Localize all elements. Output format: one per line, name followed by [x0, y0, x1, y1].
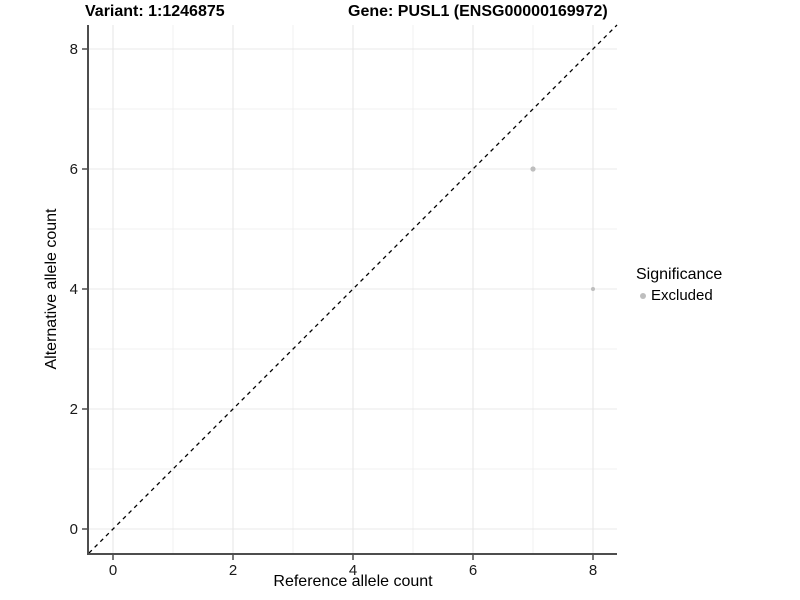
x-axis-title: Reference allele count [273, 573, 433, 590]
y-axis-title: Alternative allele count [43, 208, 60, 370]
legend-item-label: Excluded [651, 287, 713, 304]
x-tick-label: 8 [589, 562, 597, 579]
x-tick-label: 2 [229, 562, 237, 579]
data-point [591, 287, 595, 291]
y-tick-label: 8 [70, 41, 78, 58]
plot-title-gene: Gene: PUSL1 (ENSG00000169972) [348, 3, 608, 20]
x-tick-label: 6 [469, 562, 477, 579]
y-tick-label: 4 [70, 281, 78, 298]
legend-item-excluded: Excluded [636, 287, 722, 304]
x-tick-label: 4 [349, 562, 357, 579]
y-tick-label: 6 [70, 161, 78, 178]
y-tick-label: 2 [70, 401, 78, 418]
legend-title: Significance [636, 266, 723, 283]
legend-point-icon [640, 292, 646, 299]
y-tick-label: 0 [70, 521, 78, 538]
data-point [530, 166, 536, 172]
x-tick-label: 0 [109, 562, 117, 579]
plot-title-variant: Variant: 1:1246875 [85, 3, 225, 20]
legend: Significance Excluded [636, 266, 722, 304]
